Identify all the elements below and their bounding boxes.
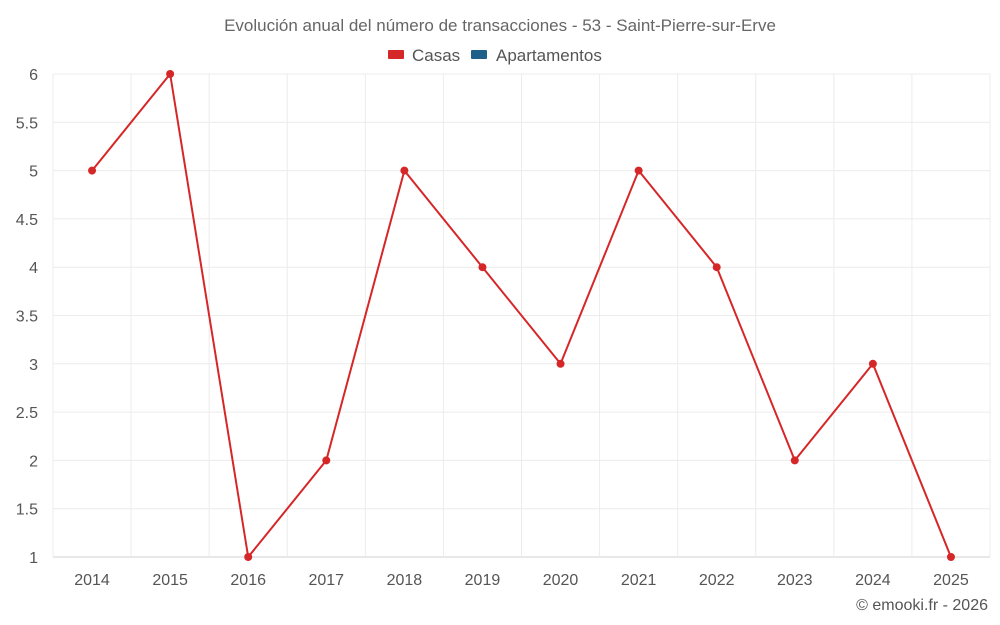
credit-text[interactable]: © emooki.fr - 2026 [856, 597, 988, 614]
legend-swatch-apartamentos [471, 50, 487, 59]
data-point-casas-2025[interactable] [946, 553, 955, 561]
y-tick-label: 4 [29, 260, 38, 277]
data-point-casas-2018[interactable] [400, 166, 409, 175]
x-tick-label: 2024 [855, 572, 891, 589]
legend-item-apartamentos[interactable]: Apartamentos [471, 46, 602, 65]
x-tick-label: 2025 [933, 572, 969, 589]
data-point-casas-2023[interactable] [790, 456, 799, 465]
data-point-casas-2020[interactable] [556, 359, 565, 368]
y-tick-label: 4.5 [16, 212, 38, 229]
series-casas [88, 70, 955, 561]
data-point-casas-2017[interactable] [322, 456, 331, 465]
y-tick-label: 1.5 [16, 502, 38, 519]
legend-label-casas: Casas [412, 46, 460, 65]
x-tick-label: 2014 [74, 572, 110, 589]
y-tick-label: 2.5 [16, 405, 38, 422]
data-point-casas-2021[interactable] [634, 166, 643, 175]
data-point-casas-2019[interactable] [478, 263, 487, 272]
legend-swatch-casas [388, 50, 404, 59]
x-tick-label: 2021 [621, 572, 657, 589]
x-tick-label: 2016 [230, 572, 266, 589]
data-point-casas-2016[interactable] [244, 553, 253, 561]
y-tick-label: 1 [29, 550, 38, 567]
legend-label-apartamentos: Apartamentos [496, 46, 602, 65]
x-tick-label: 2023 [777, 572, 813, 589]
data-point-casas-2022[interactable] [712, 263, 721, 272]
x-tick-label: 2015 [152, 572, 188, 589]
y-tick-label: 5 [29, 164, 38, 181]
data-point-casas-2024[interactable] [868, 359, 877, 368]
x-tick-label: 2017 [308, 572, 344, 589]
x-tick-label: 2022 [699, 572, 735, 589]
y-tick-label: 3.5 [16, 309, 38, 326]
y-tick-label: 2 [29, 453, 38, 470]
x-tick-label: 2019 [465, 572, 501, 589]
x-tick-label: 2018 [387, 572, 423, 589]
legend-item-casas[interactable]: Casas [388, 46, 460, 65]
y-axis-ticks: 1 1.5 2 2.5 3 3.5 4 4.5 5 5.5 6 [16, 67, 38, 567]
x-axis-ticks: 2014 2015 2016 2017 2018 2019 2020 2021 2022 2023… [74, 572, 969, 589]
data-point-casas-2015[interactable] [166, 70, 175, 78]
y-tick-label: 3 [29, 357, 38, 374]
legend: Casas Apartamentos [388, 46, 602, 65]
series-line-casas [91, 73, 952, 558]
chart-title: Evolución anual del número de transaccio… [224, 16, 776, 35]
x-tick-label: 2020 [543, 572, 579, 589]
data-point-casas-2014[interactable] [88, 166, 97, 175]
y-tick-label: 6 [29, 67, 38, 84]
y-tick-label: 5.5 [16, 115, 38, 132]
